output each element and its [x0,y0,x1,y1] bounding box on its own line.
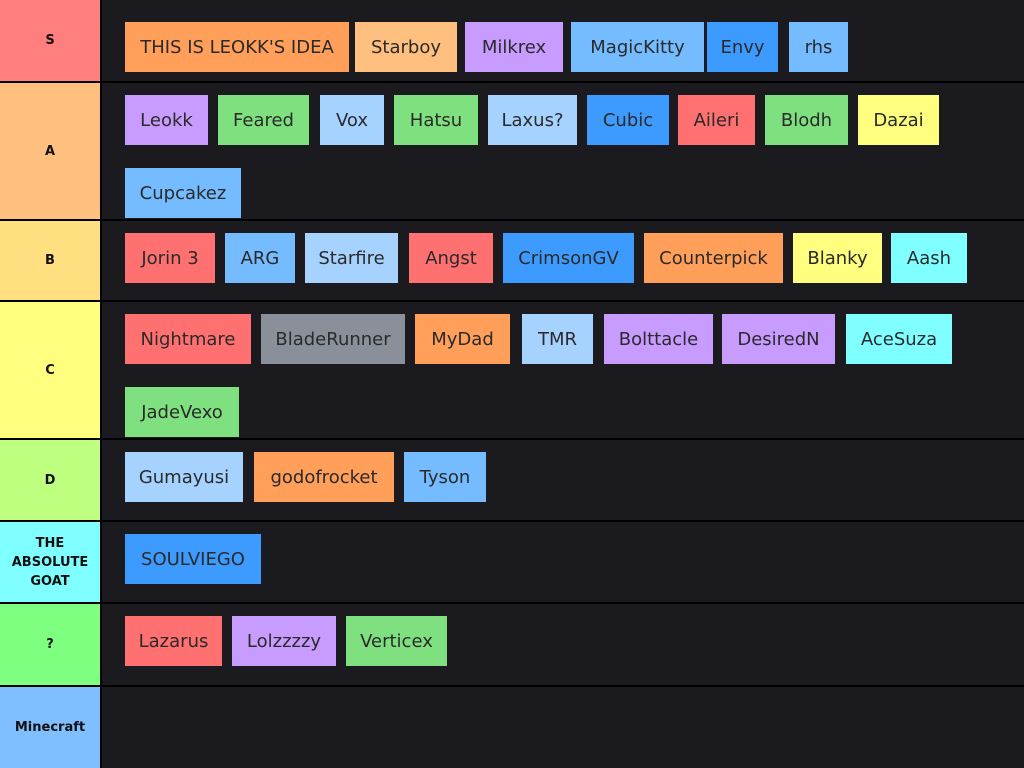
tier-item-lazarus[interactable]: Lazarus [125,616,222,666]
tier-item-milkrex[interactable]: Milkrex [465,22,563,72]
tier-items-dropzone[interactable]: Nightmare BladeRunner MyDad TMR Bolttacle Des… [102,302,1024,438]
tier-item-cupcakez[interactable]: Cupcakez [125,168,241,218]
tier-item-godofrocket[interactable]: godofrocket [254,452,394,502]
tier-item-this-is-leokk-s-idea[interactable]: THIS IS LEOKK'S IDEA [125,22,349,72]
tier-item-acesuza[interactable]: AceSuza [846,314,952,364]
tier-item-jorin-3[interactable]: Jorin 3 [125,233,215,283]
tier-label[interactable]: D [0,440,100,520]
tier-item-arg[interactable]: ARG [225,233,295,283]
tier-item-gumayusi[interactable]: Gumayusi [125,452,243,502]
tier-items-dropzone[interactable]: Gumayusi godofrocket Tyson [102,440,1024,520]
tier-item-vox[interactable]: Vox [320,95,384,145]
tier-item-jadevexo[interactable]: JadeVexo [125,387,239,437]
tier-row-a: A Leokk Feared Vox Hatsu Laxus? Cubic Aileri Blo… [0,83,1024,219]
tier-item-nightmare[interactable]: Nightmare [125,314,251,364]
tier-item-bolttacle[interactable]: Bolttacle [604,314,713,364]
tier-row-the-absolute-goat: THE ABSOLUTE GOAT SOULVIEGO [0,522,1024,602]
tier-item-soulviego[interactable]: SOULVIEGO [125,534,261,584]
tier-item-bladerunner[interactable]: BladeRunner [261,314,405,364]
tier-items-dropzone[interactable]: THIS IS LEOKK'S IDEA Starboy Milkrex MagicK… [102,0,1024,81]
tier-item-crimsongv[interactable]: CrimsonGV [503,233,634,283]
tier-row-c: C Nightmare BladeRunner MyDad TMR Bolttacle De… [0,302,1024,438]
tier-item-starfire[interactable]: Starfire [305,233,398,283]
tier-row-unknown: ? Lazarus Lolzzzzy Verticex [0,604,1024,685]
tier-item-verticex[interactable]: Verticex [346,616,447,666]
tier-item-lolzzzzy[interactable]: Lolzzzzy [232,616,336,666]
tier-items-dropzone[interactable]: Leokk Feared Vox Hatsu Laxus? Cubic Aileri Blod… [102,83,1024,219]
tier-label[interactable]: A [0,83,100,219]
tier-label[interactable]: C [0,302,100,438]
tier-row-minecraft: Minecraft [0,687,1024,768]
tier-label[interactable]: ? [0,604,100,685]
tier-row-d: D Gumayusi godofrocket Tyson [0,440,1024,520]
tier-item-cubic[interactable]: Cubic [587,95,669,145]
tier-item-envy[interactable]: Envy [707,22,778,72]
tier-label[interactable]: Minecraft [0,687,100,768]
tier-label[interactable]: S [0,0,100,81]
tier-item-aash[interactable]: Aash [891,233,967,283]
tier-item-desiredn[interactable]: DesiredN [722,314,835,364]
tier-item-laxus[interactable]: Laxus? [488,95,577,145]
tier-items-dropzone[interactable]: SOULVIEGO [102,522,1024,602]
tier-item-counterpick[interactable]: Counterpick [644,233,783,283]
tier-item-blanky[interactable]: Blanky [793,233,882,283]
tier-item-starboy[interactable]: Starboy [355,22,457,72]
tier-label[interactable]: B [0,221,100,300]
tier-label[interactable]: THE ABSOLUTE GOAT [0,522,100,602]
tier-item-hatsu[interactable]: Hatsu [394,95,478,145]
tier-item-aileri[interactable]: Aileri [678,95,755,145]
tier-row-b: B Jorin 3 ARG Starfire Angst CrimsonGV Counter… [0,221,1024,300]
tier-item-rhs[interactable]: rhs [789,22,848,72]
tier-item-blodh[interactable]: Blodh [765,95,848,145]
tier-item-tmr[interactable]: TMR [522,314,593,364]
tier-item-feared[interactable]: Feared [218,95,309,145]
tier-items-dropzone[interactable]: Jorin 3 ARG Starfire Angst CrimsonGV Counterp… [102,221,1024,300]
tier-item-angst[interactable]: Angst [409,233,493,283]
tier-item-dazai[interactable]: Dazai [858,95,939,145]
tier-items-dropzone[interactable] [102,687,1024,768]
tier-item-magickitty[interactable]: MagicKitty [571,22,704,72]
tier-item-leokk[interactable]: Leokk [125,95,208,145]
tier-item-tyson[interactable]: Tyson [404,452,486,502]
tier-item-mydad[interactable]: MyDad [415,314,510,364]
tier-items-dropzone[interactable]: Lazarus Lolzzzzy Verticex [102,604,1024,685]
tier-row-s: S THIS IS LEOKK'S IDEA Starboy Milkrex Magic… [0,0,1024,81]
